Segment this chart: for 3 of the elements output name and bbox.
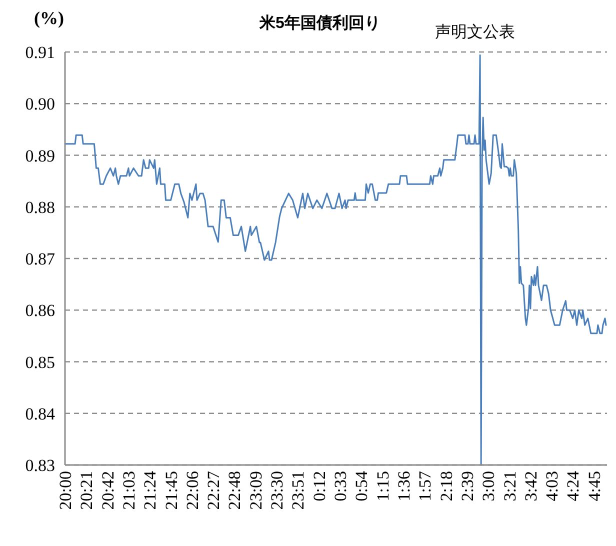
title: 米5年国債利回り <box>260 15 380 32</box>
ylabel: (%) <box>34 8 64 28</box>
annotation: 声明文公表 <box>435 24 516 42</box>
